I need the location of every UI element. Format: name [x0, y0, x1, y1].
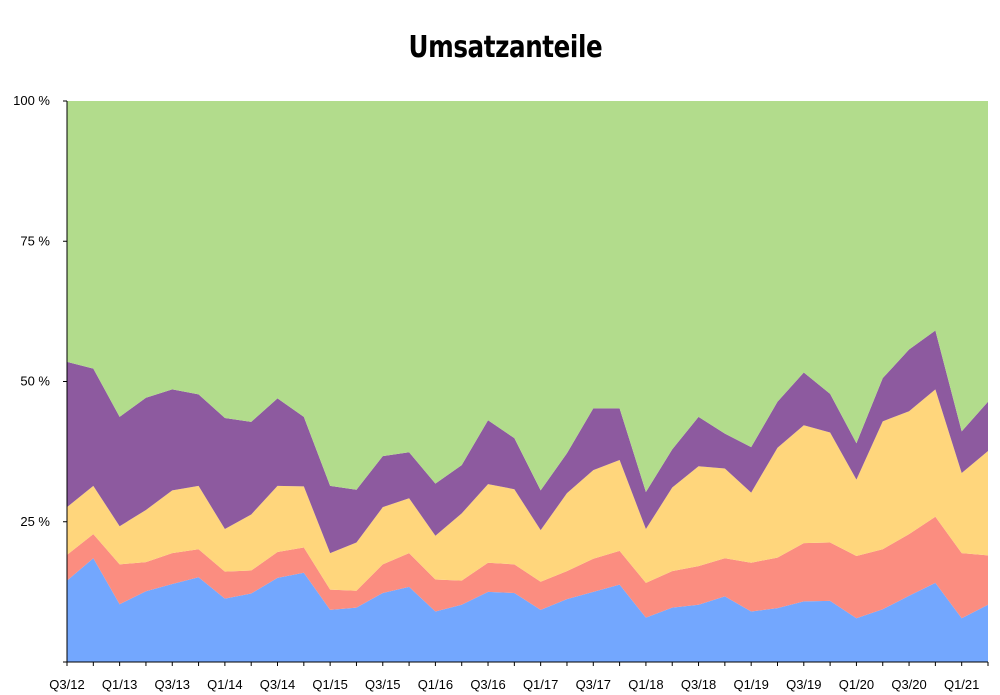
- x-tick-label: Q3/13: [155, 677, 190, 692]
- x-tick-label: Q3/18: [681, 677, 716, 692]
- x-tick-label: Q1/18: [628, 677, 663, 692]
- x-tick-label: Q1/20: [839, 677, 874, 692]
- x-tick-label: Q3/16: [470, 677, 505, 692]
- x-tick-label: Q3/14: [260, 677, 295, 692]
- x-tick-label: Q3/12: [49, 677, 84, 692]
- area-series-3: [67, 389, 988, 591]
- area-series-5: [67, 101, 988, 493]
- area-series-1: [67, 558, 988, 662]
- x-tick-label: Q3/17: [576, 677, 611, 692]
- area-series-2: [67, 516, 988, 619]
- x-tick-label: Q3/20: [891, 677, 926, 692]
- axes-layer: 100 % 75 % 50 % 25 % Q3/12 Q1/13 Q3/13 Q1/14 Q3/…: [13, 93, 989, 692]
- x-tick-label: Q1/19: [733, 677, 768, 692]
- y-tick-label: 50 %: [20, 374, 50, 389]
- chart-title: Umsatzanteile: [408, 30, 603, 65]
- x-tick-label: Q3/19: [786, 677, 821, 692]
- y-tick-label: 100 %: [13, 93, 50, 108]
- y-tick-label: 75 %: [20, 233, 50, 248]
- x-tick-label: Q1/15: [312, 677, 347, 692]
- x-tick-label: Q3/15: [365, 677, 400, 692]
- x-tick-label: Q1/17: [523, 677, 558, 692]
- x-tick-label: Q1/21: [944, 677, 979, 692]
- area-layer: [67, 101, 988, 662]
- x-tick-label: Q1/13: [102, 677, 137, 692]
- y-tick-label: 25 %: [20, 514, 50, 529]
- area-series-4: [67, 330, 988, 554]
- x-tick-label: Q1/14: [207, 677, 242, 692]
- x-tick-label: Q1/16: [418, 677, 453, 692]
